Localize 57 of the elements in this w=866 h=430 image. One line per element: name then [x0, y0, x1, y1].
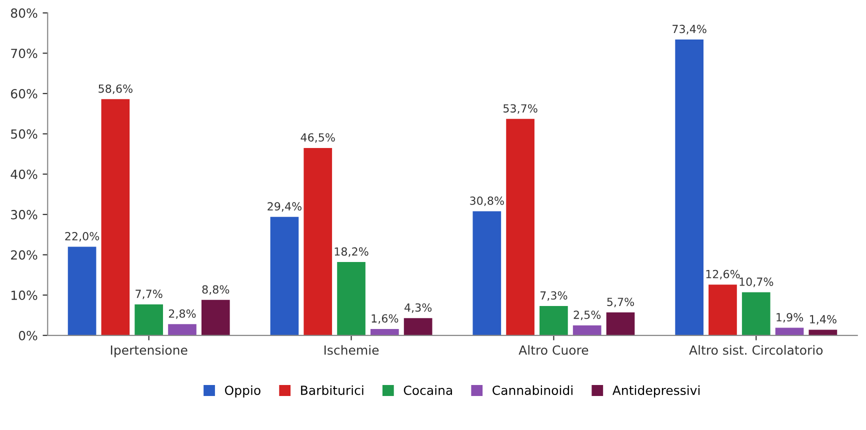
data-label: 46,5%: [300, 133, 335, 143]
bar: [472, 211, 502, 336]
bar: [775, 328, 804, 336]
y-tick-label: 20%: [11, 250, 38, 260]
data-label: 2,5%: [574, 310, 601, 320]
bar: [540, 306, 568, 336]
bar: [506, 118, 534, 336]
data-label: 5,7%: [607, 298, 634, 308]
data-label: 8,8%: [202, 285, 230, 295]
y-tick-label: 30%: [11, 210, 38, 220]
data-label: 2,8%: [168, 309, 196, 319]
y-tick-label: 10%: [12, 290, 38, 300]
legend-label: Barbiturici: [301, 385, 364, 396]
bar: [404, 318, 432, 336]
y-tick-label: 0%: [18, 330, 38, 340]
data-label: 12,6%: [706, 270, 740, 280]
data-label: 18,2%: [334, 247, 368, 257]
data-label: 1,6%: [372, 314, 398, 324]
data-label: 7,3%: [540, 291, 568, 301]
data-label: 58,6%: [98, 84, 132, 94]
data-label: 73,4%: [672, 24, 706, 34]
bar: [572, 325, 602, 336]
legend-label: Antidepressivi: [612, 385, 700, 398]
y-tick-label: 40%: [10, 170, 38, 180]
bar: [68, 246, 96, 336]
legend-label: Oppio: [224, 385, 260, 398]
bar: [304, 148, 332, 336]
bar: [337, 262, 366, 336]
y-tick-label: 70%: [11, 48, 38, 58]
data-label: 1,4%: [810, 315, 836, 325]
data-label: 1,9%: [776, 313, 804, 323]
x-tick-label: Altro Cuore: [518, 345, 588, 355]
bar: [134, 304, 164, 336]
legend-label: Cocaina: [404, 385, 452, 396]
bar: [101, 99, 130, 336]
bar: [708, 284, 737, 336]
bar: [168, 324, 196, 336]
bar: [370, 328, 399, 336]
data-label: 22,0%: [65, 232, 100, 242]
legend-label: Cannabinoidi: [492, 385, 572, 396]
bar: [675, 40, 704, 336]
y-tick-label: 50%: [11, 129, 38, 139]
data-label: 30,8%: [470, 196, 504, 206]
data-label: 10,7%: [740, 278, 774, 288]
x-tick-label: Ischemie: [324, 345, 379, 355]
bar: [606, 312, 635, 336]
y-tick-label: 60%: [11, 88, 38, 98]
bar: [742, 292, 770, 336]
data-label: 4,3%: [404, 303, 432, 313]
data-label: 53,7%: [504, 104, 538, 114]
x-tick-label: Ipertensione: [110, 345, 188, 358]
bar: [270, 216, 299, 336]
data-label: 29,4%: [268, 202, 302, 212]
data-label: 7,7%: [136, 290, 162, 300]
y-tick-label: 80%: [10, 8, 38, 18]
bar: [201, 300, 230, 336]
x-tick-label: Altro sist. Circolatorio: [689, 345, 823, 355]
